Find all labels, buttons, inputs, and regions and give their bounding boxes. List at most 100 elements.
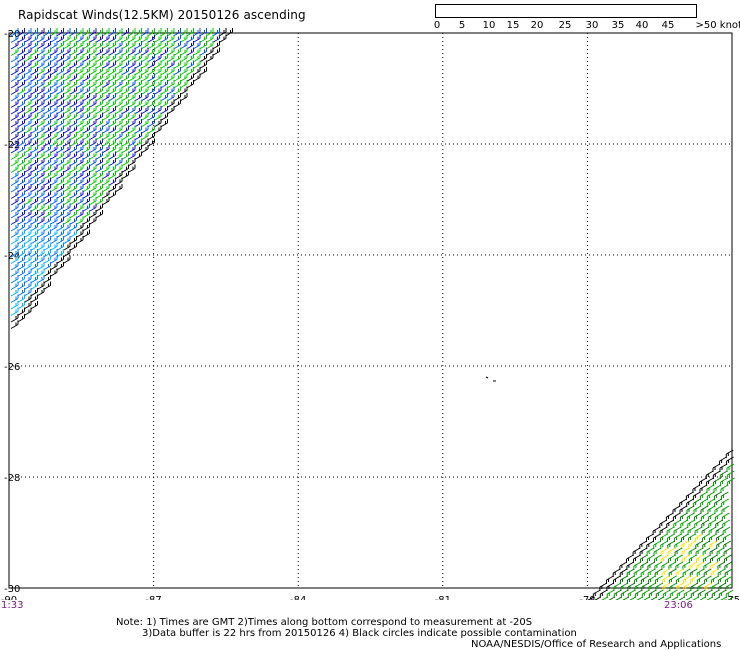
wind-barb-icon — [17, 223, 25, 232]
wind-barb-icon — [140, 112, 149, 121]
wind-barb-icon — [127, 86, 136, 95]
wind-barb-icon — [17, 158, 25, 167]
wind-barb-icon — [56, 28, 64, 37]
wind-barb-icon — [43, 112, 51, 121]
wind-barb-icon — [121, 158, 129, 167]
wind-barb-icon — [199, 41, 207, 50]
wind-barb-icon — [56, 86, 64, 95]
wind-barb-icon — [88, 203, 97, 212]
wind-barb-icon — [36, 80, 45, 89]
wind-barb-icon — [108, 171, 116, 180]
wind-barb-icon — [49, 41, 58, 50]
wind-barb-icon — [43, 229, 51, 238]
wind-barb-icon — [199, 54, 207, 63]
wind-barb-icon — [56, 223, 64, 232]
wind-barb-icon — [30, 197, 38, 206]
wind-barb-icon — [23, 275, 32, 284]
wind-barb-icon — [23, 80, 32, 89]
wind-barb-icon — [43, 184, 51, 193]
wind-barb-icon — [88, 28, 97, 37]
wind-barb-icon — [707, 498, 715, 507]
wind-barb-icon — [199, 34, 207, 43]
wind-barb-icon — [687, 519, 696, 528]
wind-barb-icon — [82, 184, 90, 193]
wind-barb-icon — [30, 54, 38, 63]
wind-barb-icon — [714, 512, 723, 521]
wind-barb-icon — [36, 242, 45, 251]
legend-label: 10 — [482, 20, 496, 31]
wind-barb-icon — [36, 184, 45, 193]
wind-barb-icon — [23, 307, 32, 316]
wind-barb-icon — [192, 47, 201, 56]
wind-barb-icon — [127, 119, 136, 128]
wind-barb-icon — [95, 145, 103, 154]
wind-barb-icon — [30, 80, 38, 89]
wind-barb-icon — [127, 47, 136, 56]
wind-barb-icon — [43, 249, 51, 258]
start-time: 1:33 — [1, 600, 24, 611]
wind-barb-icon — [23, 99, 32, 108]
wind-barb-icon — [95, 106, 103, 115]
wind-barb-icon — [134, 73, 142, 82]
wind-barb-icon — [88, 73, 97, 82]
wind-barb-icon — [703, 561, 712, 570]
wind-barb-icon — [108, 132, 116, 141]
wind-barb-icon — [121, 106, 129, 115]
wind-barb-icon — [173, 73, 181, 82]
wind-barb-icon — [75, 197, 84, 206]
wind-barb-icon — [127, 60, 136, 69]
wind-barb-icon — [601, 596, 608, 600]
wind-barb-icon — [17, 301, 25, 310]
wind-barb-icon — [88, 145, 97, 154]
wind-barb-icon — [10, 41, 19, 50]
wind-barb-icon — [101, 67, 110, 76]
wind-barb-icon — [36, 268, 45, 277]
wind-barb-icon — [121, 93, 129, 102]
wind-barb-icon — [56, 242, 64, 251]
wind-barb-icon — [82, 223, 90, 232]
wind-barb-icon — [69, 60, 77, 69]
wind-barb-icon — [639, 547, 648, 556]
wind-barb-icon — [641, 575, 649, 584]
wind-barb-icon — [62, 158, 71, 167]
wind-barb-icon — [49, 132, 58, 141]
wind-barb-icon — [179, 28, 188, 37]
wind-barb-icon — [712, 463, 721, 472]
wind-barb-icon — [705, 470, 714, 479]
wind-barb-icon — [75, 125, 84, 134]
wind-barb-icon — [36, 54, 45, 63]
wind-barb-icon — [134, 145, 142, 154]
wind-barb-icon — [10, 177, 19, 186]
wind-barb-icon — [62, 93, 71, 102]
wind-barb-icon — [114, 145, 123, 154]
wind-barb-icon — [49, 73, 58, 82]
wind-barb-icon — [662, 582, 671, 591]
wind-barb-icon — [49, 86, 58, 95]
wind-barb-icon — [23, 210, 32, 219]
wind-barb-icon — [75, 60, 84, 69]
wind-barb-icon — [121, 125, 129, 134]
wind-barb-icon — [674, 533, 682, 542]
wind-barb-icon — [30, 145, 38, 154]
wind-barb-icon — [23, 73, 32, 82]
wind-barb-icon — [114, 93, 123, 102]
wind-barb-icon — [620, 575, 628, 584]
wind-barb-icon — [173, 54, 181, 63]
wind-barb-icon — [88, 112, 97, 121]
wind-barb-icon — [56, 106, 64, 115]
wind-barb-icon — [82, 229, 90, 238]
wind-barb-icon — [95, 47, 103, 56]
wind-barb-icon — [668, 554, 676, 563]
wind-barb-icon — [43, 41, 51, 50]
wind-barb-icon — [134, 41, 142, 50]
wind-barb-icon — [665, 512, 674, 521]
wind-barb-icon — [690, 582, 699, 591]
wind-map[interactable]: -20-22-24-26-28-30-90-87-84-81-78-75 — [0, 0, 740, 600]
wind-barb-icon — [225, 28, 233, 37]
wind-barb-icon — [23, 132, 32, 141]
wind-barb-icon — [697, 575, 705, 584]
wind-barb-icon — [186, 67, 194, 76]
wind-barb-icon — [43, 203, 51, 212]
wind-barb-icon — [711, 589, 720, 598]
wind-barb-icon — [82, 145, 90, 154]
